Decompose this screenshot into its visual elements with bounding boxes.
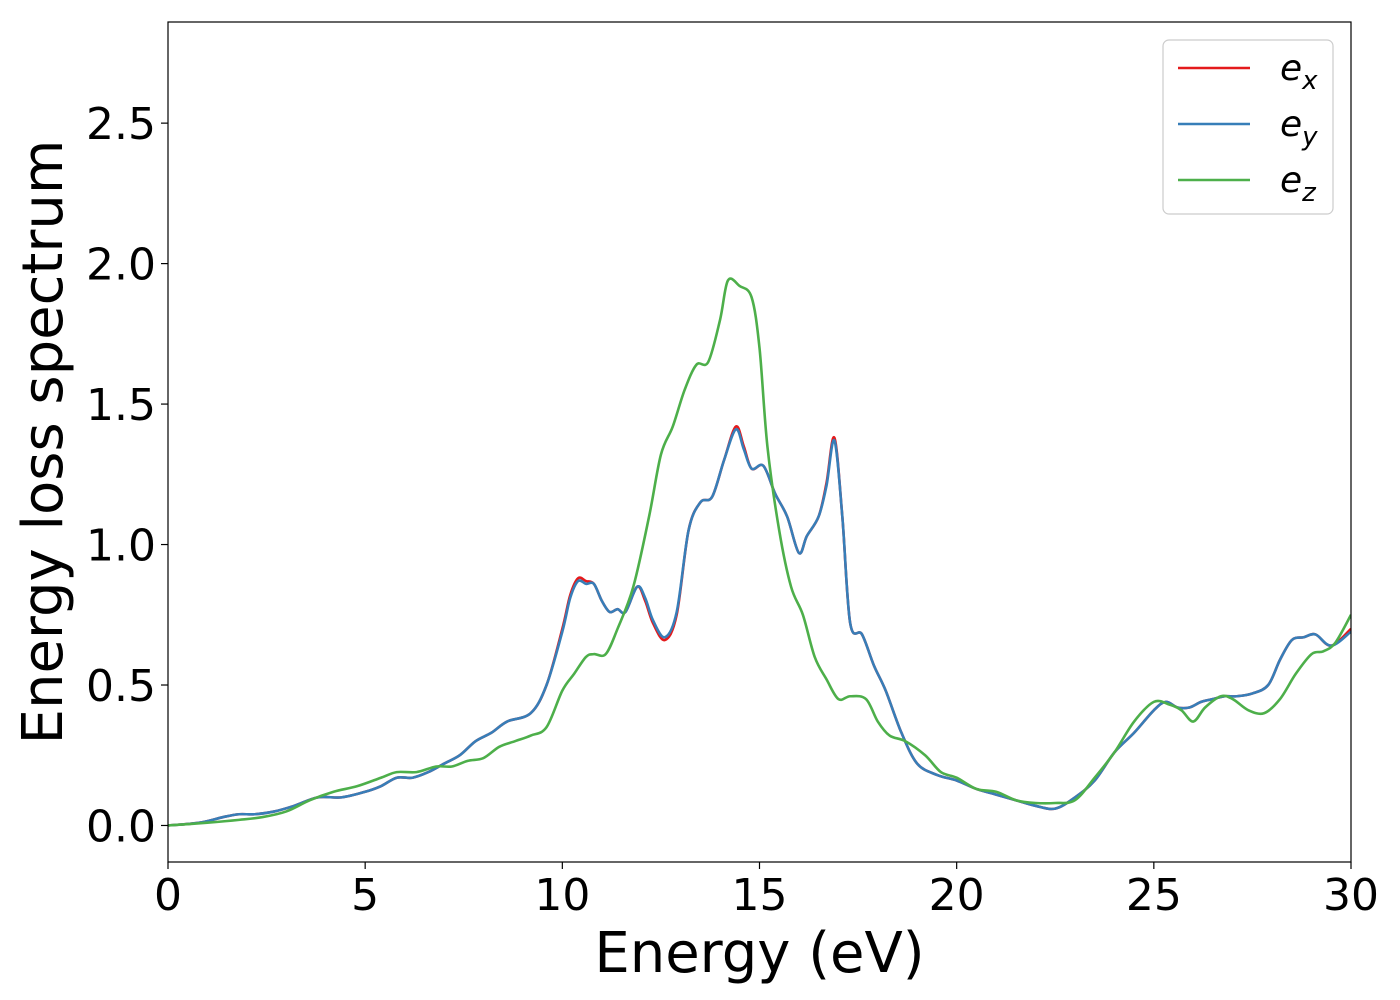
legend-box	[1162, 39, 1334, 215]
plot-area	[168, 22, 1351, 862]
legend-label-z: ez	[1280, 160, 1317, 208]
y-tick-label: 1.0	[86, 521, 156, 572]
x-tick-label: 15	[732, 870, 788, 921]
x-axis-ticks: 0 5 10 15 20 25 30	[154, 862, 1379, 921]
x-tick-label: 5	[351, 870, 379, 921]
x-tick-label: 20	[929, 870, 985, 921]
series-layer	[168, 277, 1351, 827]
y-tick-label: 0.0	[86, 801, 156, 852]
y-tick-label: 0.5	[86, 661, 156, 712]
legend-label-x: ex	[1280, 48, 1318, 96]
x-tick-label: 0	[154, 870, 182, 921]
x-axis-title: Energy (eV)	[594, 921, 924, 986]
y-axis-ticks: 0.0 0.5 1.0 1.5 2.0 2.5	[86, 99, 168, 852]
y-axis-title: Energy loss spectrum	[11, 140, 76, 745]
legend-label-y: ey	[1280, 104, 1318, 152]
y-tick-label: 2.0	[86, 240, 156, 291]
x-tick-label: 25	[1126, 870, 1182, 921]
legend: ex ey ez	[1162, 39, 1334, 215]
y-tick-label: 2.5	[86, 99, 156, 150]
x-tick-label: 10	[534, 870, 590, 921]
x-tick-label: 30	[1323, 870, 1379, 921]
y-tick-label: 1.5	[86, 380, 156, 431]
series-line-z	[168, 277, 1351, 827]
